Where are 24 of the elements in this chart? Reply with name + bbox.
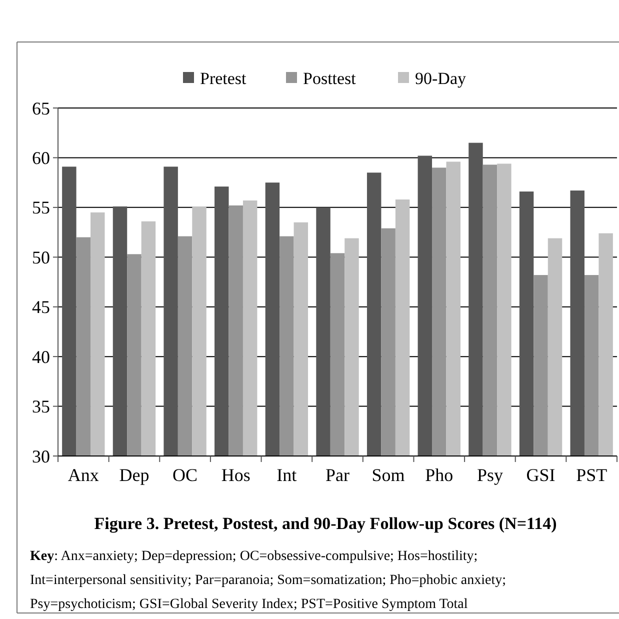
y-tick-label: 45 <box>32 297 50 318</box>
text: Key: Anx=anxiety; Dep=depression; OC=obsessive-compulsive; Hos=hostility; Int=interpersonal sensitivity; Par=paranoia; Som=somatization; Pho=phobic anxiety; Psy=psychoticism; GSI=Global Severity Index; PST=Positive Symptom Total <box>30 549 506 612</box>
y-tick-label: 65 <box>32 98 50 118</box>
y-tick-label: 50 <box>32 247 50 268</box>
legend-label: Posttest <box>303 68 356 88</box>
y-tick-label: 35 <box>32 396 50 417</box>
legend-label: Pretest <box>200 68 247 88</box>
x-tick-label: PST <box>576 465 608 485</box>
text: Figure 3. Pretest, Postest, and 90-Day Follow-up Scores (N=114) <box>94 514 557 533</box>
x-tick-label: Psy <box>476 465 503 485</box>
x-tick-label: Hos <box>221 465 250 485</box>
x-tick-label: OC <box>172 465 198 485</box>
y-tick-label: 40 <box>32 346 50 367</box>
y-tick-label: 60 <box>32 148 50 168</box>
y-tick-label: 30 <box>32 446 50 466</box>
x-tick-label: Dep <box>119 465 150 485</box>
x-tick-label: Som <box>372 465 405 485</box>
x-tick-label: Int <box>276 465 297 485</box>
y-tick-label: 55 <box>32 198 50 218</box>
x-tick-label: Par <box>326 465 350 485</box>
x-tick-label: Pho <box>425 465 454 485</box>
legend-label: 90-Day <box>415 68 466 88</box>
x-tick-label: GSI <box>526 465 556 485</box>
x-tick-label: Anx <box>68 465 99 485</box>
